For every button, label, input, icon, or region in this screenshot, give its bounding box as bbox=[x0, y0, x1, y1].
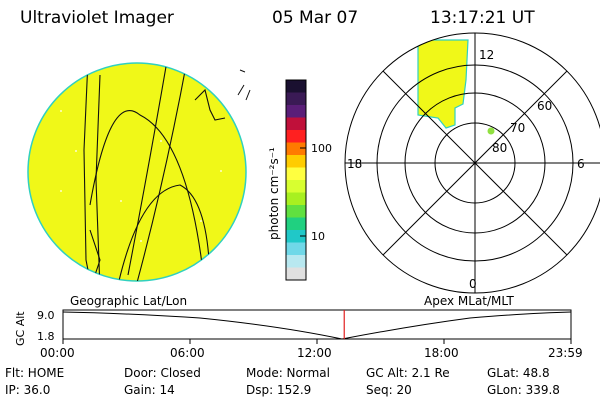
info-flight: Flt: HOME bbox=[5, 366, 65, 380]
info-glat: GLat: 48.8 bbox=[487, 366, 550, 380]
colorbar-frame bbox=[285, 79, 307, 281]
tick-label-24: 23:59 bbox=[548, 346, 583, 360]
info-mode: Mode: Normal bbox=[246, 366, 330, 380]
colorbar-segment bbox=[286, 80, 306, 93]
instrument-title: Ultraviolet Imager bbox=[20, 8, 174, 28]
limb-marks bbox=[237, 69, 251, 101]
mlt-label-6: 6 bbox=[577, 157, 585, 171]
tick-label-0: 00:00 bbox=[40, 346, 75, 360]
info-ip: IP: 36.0 bbox=[5, 383, 51, 397]
geographic-image bbox=[27, 62, 251, 282]
alt-min-label: 1.8 bbox=[37, 330, 55, 343]
tick-label-18: 18:00 bbox=[424, 346, 459, 360]
mlt-label-18: 18 bbox=[347, 157, 362, 171]
polar-plot: 12 18 6 0 60 70 80 bbox=[344, 32, 600, 294]
aurora-patch bbox=[417, 39, 469, 129]
tick-label-6: 06:00 bbox=[170, 346, 205, 360]
altitude-timeline: 9.0 1.8 GC Alt 00:00 06:00 12:00 18:00 2… bbox=[14, 309, 583, 360]
info-door: Door: Closed bbox=[124, 366, 201, 380]
colorbar-segment bbox=[286, 180, 306, 193]
lat-label-60: 60 bbox=[537, 99, 552, 113]
info-gc-alt: GC Alt: 2.1 Re bbox=[366, 366, 450, 380]
info-dsp: Dsp: 152.9 bbox=[246, 383, 312, 397]
lat-label-70: 70 bbox=[510, 121, 525, 135]
colorbar-segment bbox=[286, 255, 306, 268]
info-seq: Seq: 20 bbox=[366, 383, 412, 397]
colorbar-label-low: 10 bbox=[311, 230, 325, 243]
time-label: 13:17:21 UT bbox=[430, 8, 535, 28]
satellite-footpoint bbox=[487, 127, 495, 135]
colorbar-segment bbox=[286, 230, 306, 243]
image-speckle bbox=[60, 110, 222, 242]
alt-axis-label: GC Alt bbox=[14, 311, 27, 346]
alt-max-label: 9.0 bbox=[37, 309, 55, 322]
date-label: 05 Mar 07 bbox=[272, 8, 359, 28]
colorbar-unit-label: photon cm⁻²s⁻¹ bbox=[267, 147, 281, 240]
polar-diag-2 bbox=[382, 70, 568, 256]
info-gain: Gain: 14 bbox=[124, 383, 175, 397]
colorbar-segment bbox=[286, 92, 306, 106]
colorbar: 100 10 photon cm⁻²s⁻¹ bbox=[267, 79, 332, 281]
colorbar-segment bbox=[286, 167, 306, 181]
colorbar-segment bbox=[286, 267, 306, 281]
geographic-label: Geographic Lat/Lon bbox=[70, 294, 187, 308]
colorbar-segment bbox=[286, 242, 306, 256]
colorbar-label-high: 100 bbox=[311, 142, 332, 155]
colorbar-segment bbox=[286, 130, 306, 143]
colorbar-segment bbox=[286, 205, 306, 218]
colorbar-segment bbox=[286, 217, 306, 231]
mlt-label-12: 12 bbox=[479, 48, 494, 62]
info-glon: GLon: 339.8 bbox=[487, 383, 560, 397]
mlt-label-0: 0 bbox=[469, 277, 477, 291]
geographic-disk bbox=[27, 62, 247, 282]
polar-label: Apex MLat/MLT bbox=[424, 294, 514, 308]
lat-label-80: 80 bbox=[492, 141, 507, 155]
colorbar-segment bbox=[286, 142, 306, 156]
altitude-curve bbox=[62, 311, 572, 340]
colorbar-segment bbox=[286, 117, 306, 131]
colorbar-segment bbox=[286, 155, 306, 168]
colorbar-segment bbox=[286, 105, 306, 118]
tick-label-12: 12:00 bbox=[297, 346, 332, 360]
colorbar-segment bbox=[286, 192, 306, 206]
